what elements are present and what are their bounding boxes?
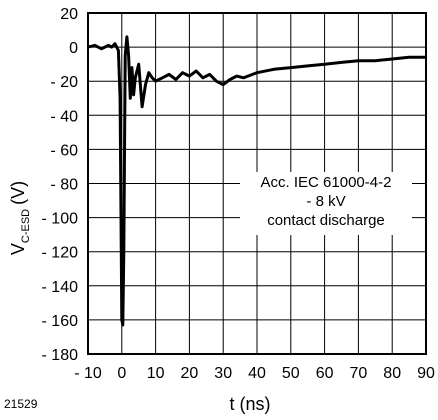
annotation-line: - 8 kV	[306, 193, 345, 210]
annotation-box: Acc. IEC 61000-4-2 - 8 kV contact discharg…	[240, 172, 412, 235]
annotation-line: Acc. IEC 61000-4-2	[261, 174, 392, 191]
y-tick-label: - 100	[42, 211, 79, 228]
x-tick-label: 90	[417, 365, 435, 382]
x-tick-label: 60	[316, 365, 334, 382]
y-axis-title-main: V	[8, 243, 28, 255]
figure-id: 21529	[4, 397, 38, 411]
plot-frame	[87, 12, 427, 355]
x-tick-label: - 10	[74, 365, 102, 382]
y-tick-label: - 160	[42, 313, 79, 330]
y-tick-label: - 140	[42, 279, 79, 296]
annotation-line: contact discharge	[267, 212, 385, 229]
y-tick-label: - 120	[42, 245, 79, 262]
x-tick-label: 40	[248, 365, 266, 382]
y-tick-label: 0	[69, 40, 78, 57]
y-axis-title: VC-ESD (V)	[8, 181, 32, 255]
annotation-background	[240, 172, 412, 235]
svg-text:VC-ESD(V): VC-ESD (V)	[8, 181, 32, 255]
y-tick-label: 20	[60, 6, 78, 23]
x-tick-label: 50	[282, 365, 300, 382]
y-tick-label: - 180	[42, 347, 79, 364]
y-tick-label: - 60	[50, 142, 78, 159]
x-tick-label: 80	[383, 365, 401, 382]
y-axis-title-sub: C-ESD	[20, 209, 32, 243]
x-tick-label: 30	[214, 365, 232, 382]
series-line	[87, 35, 426, 327]
y-axis-title-unit: (V)	[8, 181, 28, 205]
x-tick-label: 0	[117, 365, 126, 382]
x-tick-label: 10	[147, 365, 165, 382]
series-layer	[87, 35, 426, 327]
y-tick-label: - 20	[50, 74, 78, 91]
x-tick-label: 20	[181, 365, 199, 382]
y-tick-label: - 40	[50, 108, 78, 125]
y-tick-label: - 80	[50, 177, 78, 194]
x-axis-title: t (ns)	[229, 394, 270, 414]
x-tick-label: 70	[350, 365, 368, 382]
